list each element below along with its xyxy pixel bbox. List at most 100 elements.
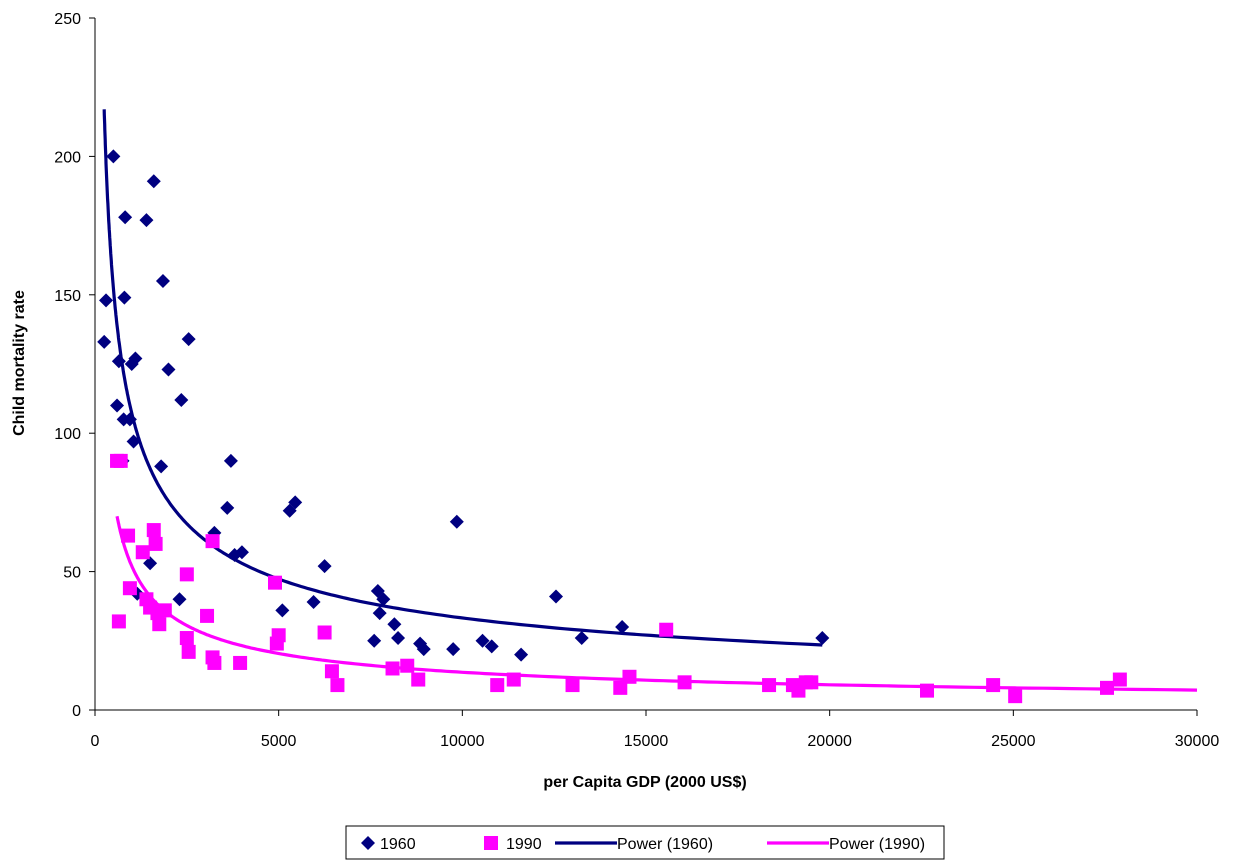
point-1960: [416, 642, 431, 657]
x-tick-label: 30000: [1175, 733, 1220, 750]
point-1990: [121, 528, 136, 543]
x-tick-label: 0: [91, 733, 100, 750]
legend: 1960 1990 Power (1960) Power (1990): [345, 825, 945, 860]
y-tick-label: 50: [63, 565, 81, 582]
trendlines: [102, 109, 1198, 692]
point-1960: [181, 332, 196, 347]
y-tick-label: 100: [54, 426, 81, 443]
point-1960: [106, 149, 121, 164]
point-1990: [317, 625, 332, 640]
y-tick-label: 0: [72, 703, 81, 720]
point-1960: [615, 619, 630, 634]
point-1990: [324, 664, 339, 679]
point-1960: [154, 459, 169, 474]
y-tick-label: 200: [54, 149, 81, 166]
point-1990: [1008, 689, 1023, 704]
point-1990: [135, 545, 150, 560]
point-1990: [986, 678, 1001, 693]
point-1960: [172, 592, 187, 607]
point-1990: [385, 661, 400, 676]
point-1990: [622, 669, 637, 684]
trendline-power-1960: [102, 109, 823, 647]
point-1960: [815, 631, 830, 646]
data-points: [97, 149, 1127, 704]
point-1990: [157, 603, 172, 618]
point-1990: [506, 672, 521, 687]
x-tick-label: 10000: [440, 733, 485, 750]
point-1960: [223, 453, 238, 468]
point-1990: [233, 655, 248, 670]
point-1990: [400, 658, 415, 673]
point-1960: [372, 606, 387, 621]
point-1960: [484, 639, 499, 654]
point-1990: [152, 617, 167, 632]
point-1960: [155, 273, 170, 288]
point-1960: [139, 213, 154, 228]
x-tick-label: 20000: [807, 733, 852, 750]
point-1960: [317, 559, 332, 574]
point-1990: [330, 678, 345, 693]
point-1990: [111, 614, 126, 629]
point-1990: [179, 567, 194, 582]
tick-labels: 0 5000 10000 15000 20000 25000 30000 0 50 100 150 2…: [54, 11, 1219, 750]
legend-label: Power (1990): [829, 836, 925, 853]
point-1990: [148, 536, 163, 551]
x-tick-label: 15000: [624, 733, 669, 750]
point-1990: [659, 622, 674, 637]
x-axis-title: per Capita GDP (2000 US$): [543, 774, 746, 791]
y-axis-title: Child mortality rate: [11, 290, 28, 436]
trendline-power-1990: [115, 515, 1198, 692]
legend-marker-1960: [361, 836, 375, 850]
point-1990: [181, 644, 196, 659]
point-1960: [117, 290, 132, 305]
point-1960: [376, 592, 391, 607]
point-1990: [267, 575, 282, 590]
point-1960: [387, 617, 402, 632]
point-1960: [446, 642, 461, 657]
x-tick-label: 25000: [991, 733, 1036, 750]
point-1960: [161, 362, 176, 377]
legend-box: [345, 825, 945, 860]
point-1960: [174, 392, 189, 407]
legend-marker-1990: [484, 836, 498, 850]
point-1960: [367, 633, 382, 648]
point-1990: [762, 678, 777, 693]
point-1960: [97, 334, 112, 349]
point-1990: [205, 534, 220, 549]
point-1960: [288, 495, 303, 510]
legend-label: 1960: [380, 836, 416, 853]
point-1960: [475, 633, 490, 648]
point-1990: [1112, 672, 1127, 687]
point-1990: [146, 523, 161, 538]
point-1990: [677, 675, 692, 690]
point-1960: [574, 631, 589, 646]
point-1990: [271, 628, 286, 643]
legend-label: 1990: [506, 836, 542, 853]
point-1960: [234, 545, 249, 560]
point-1960: [449, 514, 464, 529]
point-1960: [306, 595, 321, 610]
point-1990: [920, 683, 935, 698]
point-1960: [99, 293, 114, 308]
point-1990: [1100, 680, 1115, 695]
point-1990: [411, 672, 426, 687]
point-1960: [275, 603, 290, 618]
point-1990: [122, 581, 137, 596]
point-1990: [613, 680, 628, 695]
point-1960: [126, 434, 141, 449]
point-1960: [143, 556, 158, 571]
y-tick-label: 150: [54, 288, 81, 305]
point-1960: [146, 174, 161, 189]
axes: [89, 17, 1198, 716]
point-1990: [565, 678, 580, 693]
point-1960: [110, 398, 125, 413]
legend-label: Power (1960): [617, 836, 713, 853]
point-1960: [122, 412, 137, 427]
legend-items: 1960 1990 Power (1960) Power (1990): [361, 836, 925, 853]
point-1960: [514, 647, 529, 662]
point-1990: [207, 655, 222, 670]
point-1960: [118, 210, 133, 225]
point-1960: [111, 354, 126, 369]
